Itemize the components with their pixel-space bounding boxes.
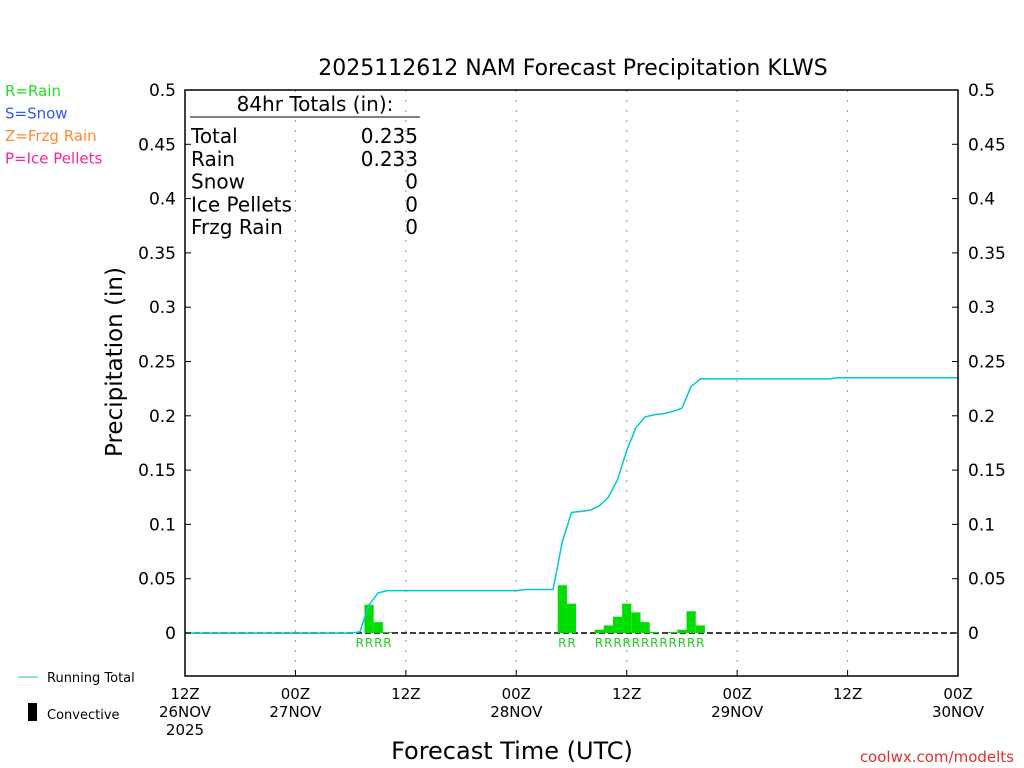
- type-legend-item: S=Snow: [5, 105, 68, 123]
- precip-bar: [594, 629, 604, 633]
- y-tick-label-right: 0.15: [968, 461, 1006, 481]
- type-legend-item: P=Ice Pellets: [5, 150, 102, 168]
- x-tick-label: 28NOV: [490, 703, 543, 721]
- y-tick-label-right: 0.05: [968, 570, 1006, 590]
- precip-type-label: R: [623, 636, 631, 650]
- totals-row-value: 0: [405, 192, 418, 216]
- totals-row-label: Ice Pellets: [191, 192, 292, 216]
- y-tick-label-left: 0.3: [149, 298, 176, 318]
- totals-row-value: 0.235: [361, 124, 418, 148]
- precip-bar: [686, 611, 696, 633]
- precip-type-label: R: [613, 636, 621, 650]
- y-tick-label-right: 0.1: [968, 515, 995, 535]
- precip-type-label: R: [374, 636, 382, 650]
- totals-row-label: Snow: [191, 170, 245, 194]
- x-tick-label: 00Z: [943, 685, 972, 703]
- totals-row-value: 0.233: [361, 147, 418, 171]
- precip-bar: [640, 622, 650, 633]
- precip-bar: [382, 631, 393, 633]
- precip-type-label: R: [383, 636, 391, 650]
- running-total-line: [185, 377, 958, 634]
- x-tick-label: 26NOV: [159, 703, 212, 721]
- x-tick-label: 30NOV: [932, 703, 985, 721]
- y-axis-label: Precipitation (in): [102, 267, 128, 457]
- y-tick-label-left: 0.25: [138, 353, 176, 373]
- y-tick-label-right: 0.2: [968, 407, 995, 427]
- y-tick-label-right: 0.3: [968, 298, 995, 318]
- running-total-legend: Running Total: [47, 671, 135, 686]
- y-tick-label-left: 0.1: [149, 515, 176, 535]
- precip-bar: [557, 585, 567, 633]
- precip-type-label: R: [365, 636, 373, 650]
- precip-type-label: R: [687, 636, 695, 650]
- totals-row-label: Total: [190, 124, 238, 148]
- plot-frame: [184, 89, 959, 677]
- precip-type-label: R: [356, 636, 364, 650]
- y-tick-label-right: 0.5: [968, 81, 995, 101]
- precip-type-label: R: [632, 636, 640, 650]
- totals-row-label: Frzg Rain: [191, 215, 283, 239]
- y-tick-label-right: 0.45: [968, 135, 1006, 155]
- y-tick-label-left: 0: [165, 624, 176, 644]
- totals-header: 84hr Totals (in):: [237, 92, 394, 116]
- precip-type-label: R: [659, 636, 667, 650]
- precip-type-label: R: [558, 636, 566, 650]
- chart-title: 2025112612 NAM Forecast Precipitation KL…: [318, 56, 827, 81]
- y-tick-label-left: 0.4: [149, 190, 176, 210]
- y-tick-label-left: 0.35: [138, 244, 176, 264]
- x-tick-label: 12Z: [391, 685, 420, 703]
- y-tick-label-left: 0.2: [149, 407, 176, 427]
- precip-bar: [631, 612, 641, 633]
- precip-type-label: R: [641, 636, 649, 650]
- precip-bar: [695, 625, 705, 633]
- y-tick-label-left: 0.05: [138, 570, 176, 590]
- y-tick-label-right: 0.4: [968, 190, 995, 210]
- x-tick-label: 12Z: [612, 685, 641, 703]
- precip-bar: [612, 616, 623, 633]
- type-legend-item: Z=Frzg Rain: [5, 127, 97, 145]
- y-tick-label-left: 0.15: [138, 461, 176, 481]
- totals-row-value: 0: [405, 215, 418, 239]
- x-tick-label: 12Z: [170, 685, 199, 703]
- type-legend-item: R=Rain: [5, 82, 61, 100]
- precip-type-label: R: [595, 636, 603, 650]
- y-tick-label-left: 0.5: [149, 81, 176, 101]
- y-tick-label-right: 0.25: [968, 353, 1006, 373]
- precip-type-label: R: [678, 636, 686, 650]
- precip-bar: [668, 631, 678, 633]
- x-tick-label: 29NOV: [711, 703, 764, 721]
- precip-type-label: R: [604, 636, 612, 650]
- credit-text: coolwx.com/modelts: [860, 748, 1014, 766]
- x-tick-label: 2025: [166, 721, 204, 739]
- convective-swatch: [28, 703, 37, 721]
- precip-type-label: R: [567, 636, 575, 650]
- precip-bar: [603, 625, 613, 633]
- precip-bar: [373, 622, 383, 633]
- x-axis-label: Forecast Time (UTC): [391, 737, 633, 765]
- precip-bar: [364, 604, 374, 633]
- precip-bar: [649, 631, 659, 633]
- precip-type-label: R: [650, 636, 658, 650]
- x-tick-label: 12Z: [833, 685, 862, 703]
- convective-legend: Convective: [47, 708, 120, 723]
- x-tick-label: 00Z: [281, 685, 310, 703]
- precip-bar: [566, 603, 577, 633]
- totals-row-label: Rain: [191, 147, 235, 171]
- precip-type-label: R: [669, 636, 677, 650]
- y-tick-label-left: 0.45: [138, 135, 176, 155]
- totals-row-value: 0: [405, 170, 418, 194]
- x-tick-label: 00Z: [722, 685, 751, 703]
- y-tick-label-right: 0.35: [968, 244, 1006, 264]
- x-tick-label: 27NOV: [269, 703, 322, 721]
- y-tick-label-right: 0: [968, 624, 979, 644]
- precip-type-label: R: [696, 636, 704, 650]
- precip-bar: [622, 603, 632, 633]
- precip-bar: [677, 629, 687, 633]
- x-tick-label: 00Z: [502, 685, 531, 703]
